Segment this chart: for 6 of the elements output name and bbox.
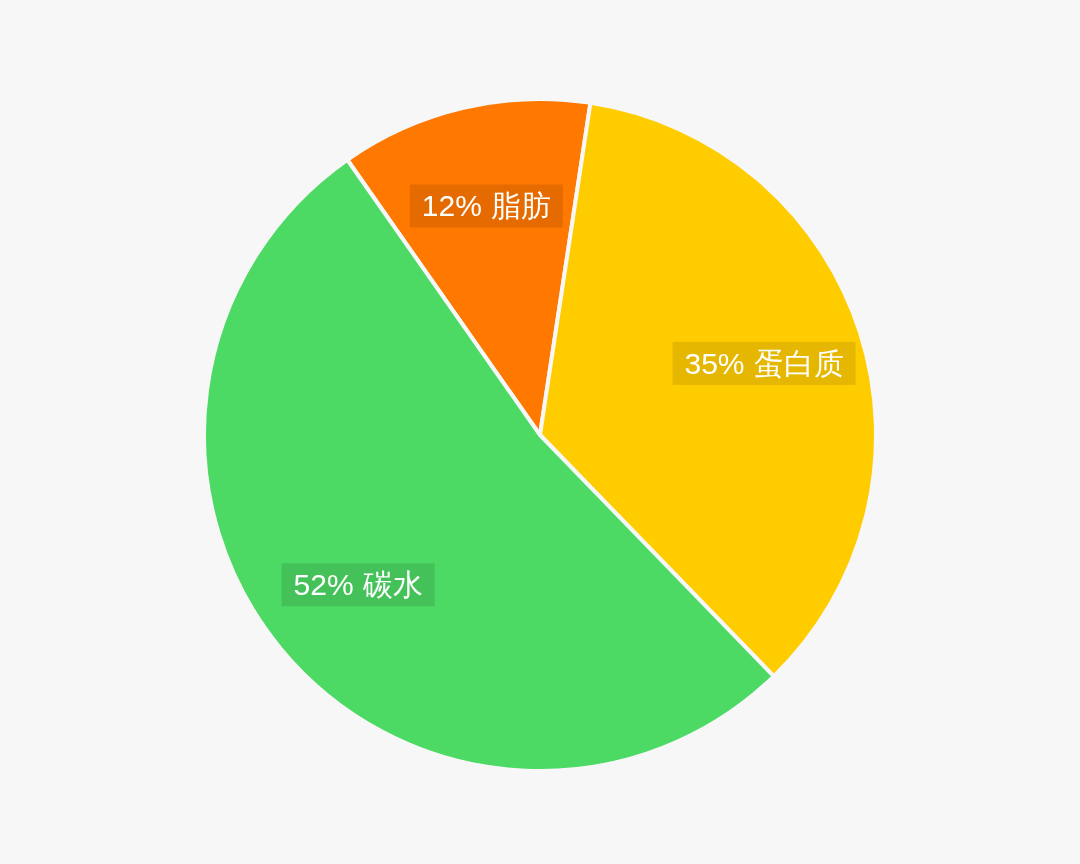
slice-label: 碳水 (361, 568, 423, 602)
data-label: 12% (421, 189, 482, 223)
slice-label: 脂肪 (490, 189, 551, 223)
data-label: 52% (293, 568, 354, 602)
data-label: 35% (684, 346, 745, 380)
slice-label: 蛋白质 (753, 346, 844, 380)
